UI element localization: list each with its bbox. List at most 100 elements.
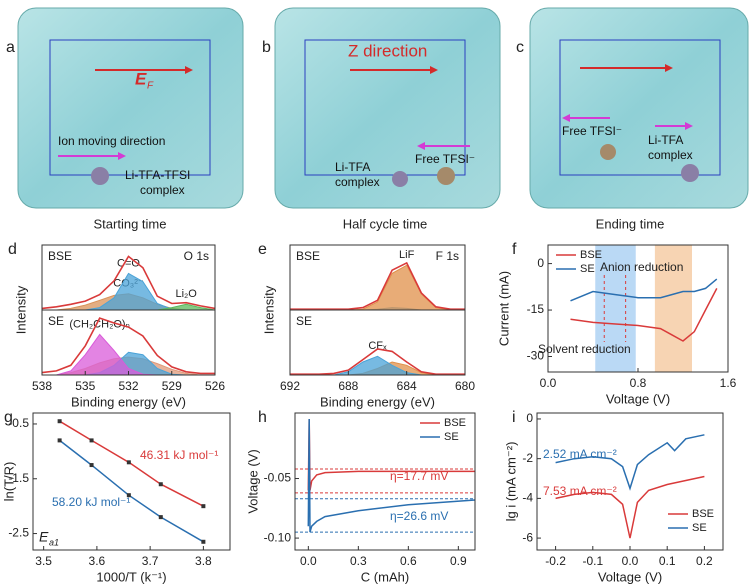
annotation: η=26.6 mV (390, 509, 448, 523)
molecule (91, 167, 109, 185)
annotation: 2.52 mA cm⁻² (543, 447, 617, 461)
subplot-note: O 1s (184, 249, 209, 263)
y-axis-label: Intensity (261, 285, 276, 334)
water-box (17, 7, 244, 209)
y-tick-label: -15 (527, 302, 545, 316)
y-axis-label: Intensity (13, 285, 28, 334)
x-tick-label: 0.9 (450, 554, 467, 568)
caption: Starting time (94, 216, 167, 231)
series-line (59, 420, 204, 507)
x-tick-label: 3.7 (142, 554, 159, 568)
panel-letter: f (512, 241, 517, 258)
panel-letter: c (516, 39, 524, 56)
annotation: Li-TFA-TFSI (125, 168, 190, 182)
arrow-head (430, 66, 438, 74)
series-line (555, 475, 705, 539)
x-tick-label: 0.0 (622, 554, 639, 568)
y-tick-label: -30 (527, 349, 545, 363)
cell-frame (49, 39, 211, 176)
x-tick-label: 680 (455, 379, 475, 393)
arrow-head (665, 64, 673, 72)
x-axis-label: Voltage (V) (606, 391, 670, 406)
x-tick-label: 3.5 (35, 554, 52, 568)
simulation-a: a E F Ion moving direction Li-TFA-TFSI c… (6, 7, 244, 231)
subplot-name: SE (296, 314, 312, 328)
molecule (600, 144, 616, 160)
spectrum-line (41, 317, 215, 375)
panel-letter: a (6, 39, 15, 56)
y-tick-label: -0.10 (264, 530, 292, 544)
field-subscript: F (147, 81, 154, 92)
x-tick-label: 1.6 (720, 376, 737, 390)
panel-letter: i (512, 409, 516, 426)
arrow-head (562, 114, 570, 122)
point (158, 515, 163, 520)
x-tick-label: 0.8 (630, 376, 647, 390)
caption: Half cycle time (343, 216, 428, 231)
annotation: 58.20 kJ mol⁻¹ (52, 495, 130, 509)
legend-label: BSE (444, 417, 466, 429)
x-tick-label: 0.0 (300, 554, 317, 568)
x-tick-label: 0.2 (696, 554, 713, 568)
arrow-head (417, 142, 425, 150)
shaded-region (654, 245, 692, 372)
subplot-name: BSE (296, 249, 320, 263)
annotation: Free TFSI⁻ (415, 152, 475, 166)
peak-label: LiF (399, 249, 415, 261)
field-symbol: E (135, 69, 147, 88)
y-axis-label: Voltage (V) (245, 449, 260, 513)
annotation: Li-TFA (648, 133, 683, 147)
simulation-c: c Free TFSI⁻ Li-TFA complex Ending time (516, 7, 749, 231)
cell-frame (559, 39, 721, 176)
arrow-head (185, 66, 193, 74)
x-axis-label: C (mAh) (361, 569, 409, 584)
plot-frame (289, 244, 466, 376)
point (126, 460, 131, 465)
series-line (307, 418, 476, 533)
y-axis-label: lg i (mA cm⁻²) (503, 442, 518, 522)
shaded-region (595, 245, 636, 372)
peak-area (290, 355, 465, 376)
y-axis-label: Current (mA) (496, 271, 511, 346)
legend-label: SE (580, 263, 595, 275)
annotation: Solvent reduction (538, 342, 631, 356)
y-tick-label: -2 (522, 451, 533, 465)
peak-label: (CH₂CH₂O)ₙ (69, 318, 130, 330)
plot-frame (294, 412, 476, 551)
arrow-head (118, 152, 126, 160)
annotation: 7.53 mA cm⁻² (543, 484, 617, 498)
x-tick-label: 0.3 (350, 554, 367, 568)
legend-label: SE (444, 431, 459, 443)
y-tick-label: -0.05 (264, 471, 292, 485)
point (126, 493, 131, 498)
subplot-name: SE (48, 314, 64, 328)
point (201, 539, 206, 544)
x-tick-label: -0.2 (545, 554, 566, 568)
y-tick-label: -0.5 (8, 416, 29, 430)
series-line (570, 288, 718, 342)
panel-letter: d (8, 241, 17, 258)
x-axis-label: 1000/T (k⁻¹) (96, 569, 166, 584)
arrow-head (685, 122, 693, 130)
point (57, 419, 62, 424)
point (89, 438, 94, 443)
x-tick-label: 3.6 (89, 554, 106, 568)
peak-label: Li₂O (175, 288, 197, 300)
x-tick-label: 684 (397, 379, 417, 393)
spectrum-line (290, 261, 465, 310)
series-line (570, 278, 718, 302)
point (57, 438, 62, 443)
point (89, 463, 94, 468)
series-line (555, 434, 705, 491)
annotation: Ion moving direction (58, 134, 165, 148)
legend-label: BSE (580, 249, 602, 261)
spectrum-line (41, 255, 216, 310)
x-tick-label: 532 (118, 379, 138, 393)
y-tick-label: -1.5 (8, 471, 29, 485)
annotation: 46.31 kJ mol⁻¹ (140, 448, 218, 462)
symbol-subscript: a1 (49, 537, 59, 547)
caption: Ending time (596, 216, 665, 231)
y-tick-label: -6 (522, 530, 533, 544)
water-box (529, 7, 749, 209)
